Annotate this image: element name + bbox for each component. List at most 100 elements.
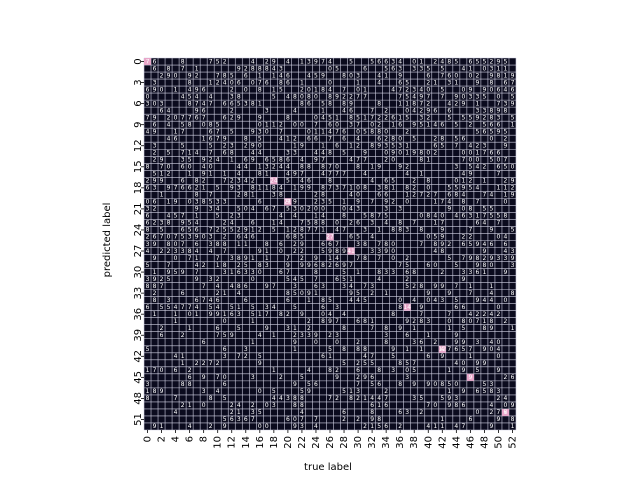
heatmap-cell-value: 0 — [335, 220, 339, 227]
heatmap-cell-value: 8 — [293, 395, 297, 402]
heatmap-cell-value: 6 — [356, 367, 360, 374]
heatmap-cell-value: 5 — [504, 58, 508, 65]
heatmap-cell-value: 6 — [153, 65, 157, 72]
heatmap-cell-value: 8 — [265, 241, 269, 248]
heatmap-cell-value: 9 — [300, 262, 304, 269]
heatmap-cell-value: 4 — [321, 150, 325, 157]
heatmap-cell-value: 1 — [188, 171, 192, 178]
heatmap-cell-value: 8 — [272, 185, 276, 192]
heatmap-cell-value: 1 — [258, 164, 262, 171]
heatmap-cell-value: 1 — [146, 388, 150, 395]
heatmap-cell-value: 8 — [461, 318, 465, 325]
heatmap-cell-value: 2 — [440, 269, 444, 276]
heatmap-cell-value: 0 — [335, 339, 339, 346]
heatmap-cell-value: 0 — [153, 100, 157, 107]
heatmap-cell-value: 7 — [511, 79, 515, 86]
heatmap-cell-value: 4 — [230, 220, 234, 227]
heatmap-cell-value: 1 — [391, 121, 395, 128]
heatmap-cell-value: 4 — [244, 164, 248, 171]
heatmap-cell-value: 1 — [447, 367, 451, 374]
heatmap-cell-value: 9 — [405, 318, 409, 325]
heatmap-cell-value: 9 — [511, 255, 515, 262]
heatmap-cell-value: 4 — [223, 79, 227, 86]
heatmap-cell-value: 0 — [497, 304, 501, 311]
heatmap-cell-value: 9 — [412, 381, 416, 388]
heatmap-cell-value: 1 — [405, 346, 409, 353]
heatmap-highlight-value: 7 — [146, 58, 150, 65]
heatmap-cell-value: 8 — [328, 100, 332, 107]
heatmap-cell-value: 6 — [286, 297, 290, 304]
heatmap-cell-value: 0 — [167, 234, 171, 241]
heatmap-cell-value: 0 — [497, 157, 501, 164]
heatmap-cell-value: 6 — [265, 157, 269, 164]
heatmap-cell-value: 4 — [483, 220, 487, 227]
heatmap-cell-value: 9 — [468, 171, 472, 178]
heatmap-cell-value: 6 — [153, 121, 157, 128]
heatmap-cell-value: 7 — [483, 192, 487, 199]
heatmap-cell-value: 5 — [167, 276, 171, 283]
heatmap-cell-value: 3 — [483, 107, 487, 114]
heatmap-cell-value: 0 — [398, 297, 402, 304]
heatmap-cell-value: 3 — [307, 58, 311, 65]
heatmap-cell-value: 7 — [286, 255, 290, 262]
heatmap-cell-value: 5 — [321, 248, 325, 255]
heatmap-cell-value: 7 — [419, 100, 423, 107]
heatmap-cell-value: 9 — [321, 72, 325, 79]
heatmap-cell-value: 2 — [356, 360, 360, 367]
heatmap-cell-value: 7 — [279, 128, 283, 135]
heatmap-cell-value: 4 — [209, 297, 213, 304]
heatmap-cell-value: 9 — [167, 269, 171, 276]
heatmap-cell-value: 2 — [202, 262, 206, 269]
heatmap-cell-value: 6 — [314, 381, 318, 388]
heatmap-cell-value: 3 — [391, 367, 395, 374]
x-tick-label: 26 — [325, 436, 336, 449]
heatmap-cell-value: 7 — [426, 402, 430, 409]
heatmap-cell-value: 4 — [237, 171, 241, 178]
heatmap-cell-value: 4 — [167, 135, 171, 142]
heatmap-cell-value: 5 — [391, 178, 395, 185]
heatmap-cell-value: 1 — [497, 65, 501, 72]
heatmap-cell-value: 9 — [209, 311, 213, 318]
x-tick-label: 2 — [157, 436, 168, 442]
x-tick-label: 8 — [199, 436, 210, 442]
heatmap-cell-value: 6 — [497, 164, 501, 171]
heatmap-cell-value: 0 — [314, 114, 318, 121]
heatmap-cell-value: 4 — [314, 150, 318, 157]
heatmap-cell-value: 2 — [167, 171, 171, 178]
heatmap-cell-value: 6 — [447, 72, 451, 79]
heatmap-cell-value: 4 — [202, 100, 206, 107]
heatmap-cell-value: 0 — [321, 206, 325, 213]
heatmap-cell-value: 1 — [286, 135, 290, 142]
heatmap-cell-value: 9 — [475, 241, 479, 248]
heatmap-cell-value: 6 — [307, 178, 311, 185]
heatmap-cell-value: 4 — [321, 213, 325, 220]
heatmap-cell-value: 1 — [426, 121, 430, 128]
heatmap-cell-value: 1 — [293, 142, 297, 149]
heatmap-cell-value: 4 — [258, 332, 262, 339]
heatmap-cell-value: 5 — [504, 128, 508, 135]
heatmap-cell-value: 2 — [160, 325, 164, 332]
heatmap-cell-value: 5 — [258, 409, 262, 416]
heatmap-cell-value: 6 — [181, 164, 185, 171]
heatmap-cell-value: 1 — [370, 164, 374, 171]
heatmap-cell-value: 4 — [454, 213, 458, 220]
heatmap-cell-value: 2 — [433, 58, 437, 65]
heatmap-cell-value: 9 — [160, 388, 164, 395]
heatmap-cell-value: 4 — [293, 107, 297, 114]
heatmap-cell-value: 7 — [363, 157, 367, 164]
heatmap-cell-value: 5 — [370, 381, 374, 388]
heatmap-cell-value: 9 — [272, 58, 276, 65]
heatmap-cell-value: 6 — [223, 114, 227, 121]
heatmap-cell-value: 7 — [328, 185, 332, 192]
heatmap-cell-value: 0 — [230, 79, 234, 86]
y-axis-label: predicted label — [102, 203, 113, 278]
heatmap-cell-value: 9 — [335, 374, 339, 381]
heatmap-cell-value: 7 — [216, 72, 220, 79]
heatmap-cell-value: 8 — [342, 100, 346, 107]
heatmap-cell-value: 0 — [497, 93, 501, 100]
heatmap-cell-value: 5 — [440, 142, 444, 149]
heatmap-cell-value: 7 — [447, 311, 451, 318]
heatmap-cell-value: 4 — [209, 248, 213, 255]
heatmap-cell-value: 1 — [237, 241, 241, 248]
heatmap-cell-value: 1 — [265, 121, 269, 128]
